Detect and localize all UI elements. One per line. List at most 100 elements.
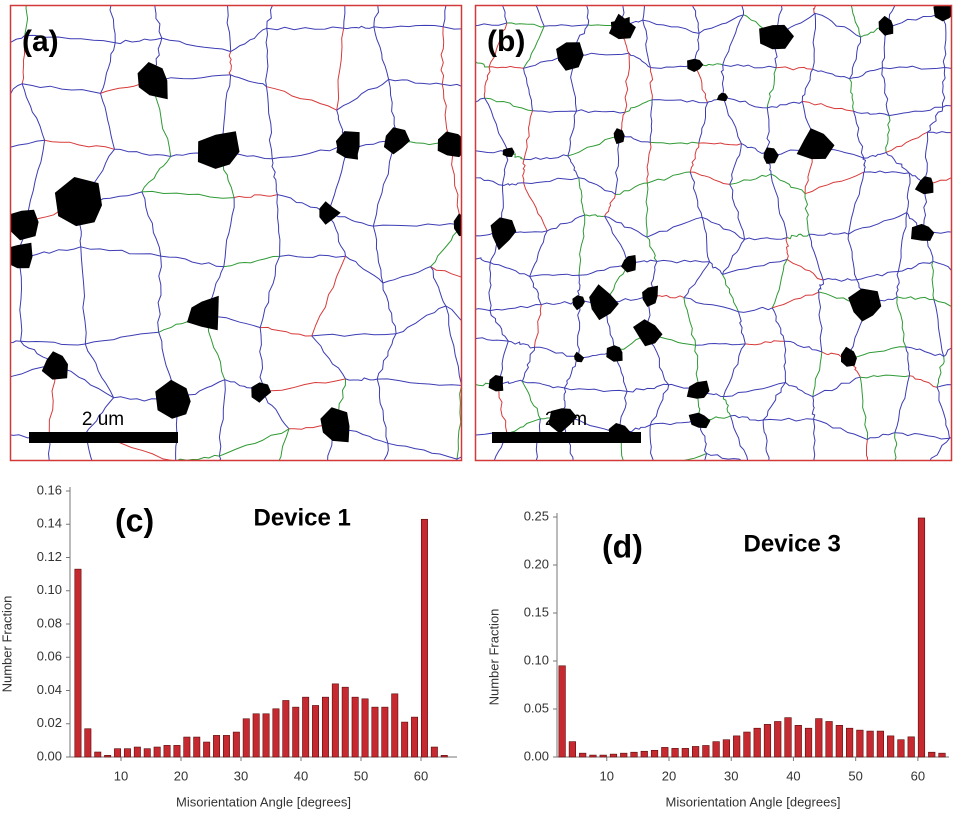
pore — [621, 255, 636, 273]
grain-boundary — [615, 183, 647, 194]
grain-boundary — [373, 226, 383, 283]
pore — [642, 286, 658, 307]
grain-boundary — [813, 377, 861, 397]
grain-boundary — [86, 433, 101, 499]
grain-boundary — [696, 65, 708, 103]
y-tick-label: 0.10 — [524, 652, 549, 667]
bar — [733, 736, 740, 757]
grain-boundary — [22, 84, 44, 140]
grain-boundary — [535, 480, 545, 511]
bar — [134, 747, 140, 757]
grain-boundary — [702, 217, 710, 261]
bar — [144, 749, 150, 757]
grain-boundary — [377, 379, 388, 443]
bar — [836, 725, 843, 757]
pore — [572, 295, 585, 310]
grain-boundary — [280, 255, 346, 257]
x-axis-label: Misorientation Angle [degrees] — [666, 794, 841, 809]
grain-boundary — [723, 97, 768, 108]
grain-boundary — [219, 429, 289, 456]
grain-boundary — [446, 306, 488, 342]
grain-boundary — [0, 36, 25, 48]
bar — [164, 745, 170, 757]
grain-boundary — [922, 438, 949, 471]
bar — [283, 700, 289, 757]
grain-boundary — [346, 256, 383, 283]
bar — [723, 740, 730, 757]
pore — [336, 131, 359, 158]
grain-boundary — [466, 58, 490, 67]
grain-boundary — [573, 464, 626, 476]
grain-boundary — [524, 178, 579, 184]
grain-boundary — [909, 376, 937, 387]
grain-boundary — [650, 100, 652, 143]
x-tick-label: 50 — [354, 768, 368, 783]
grain-boundary — [523, 159, 526, 183]
bar — [703, 745, 710, 757]
grain-boundary — [772, 292, 819, 308]
x-tick-label: 10 — [600, 768, 614, 783]
grain-boundary — [849, 212, 907, 234]
grain-boundary — [267, 87, 273, 159]
grain-boundary — [814, 0, 816, 13]
grain-boundary — [524, 183, 548, 231]
grain-boundary — [22, 84, 100, 94]
grain-boundary — [897, 465, 923, 472]
grain-boundary — [805, 194, 809, 235]
grain-boundary — [161, 256, 224, 267]
grain-boundary — [568, 136, 619, 156]
y-tick-label: 0.12 — [37, 549, 62, 564]
grain-boundary — [579, 215, 585, 275]
grain-boundary — [906, 347, 910, 376]
grain-boundary — [812, 397, 814, 420]
bar — [939, 753, 946, 757]
bar — [203, 742, 209, 757]
pore — [138, 62, 168, 99]
grain-boundary — [805, 172, 864, 194]
bar — [95, 752, 101, 757]
bar — [124, 749, 130, 757]
grain-boundary — [615, 136, 618, 195]
pore — [879, 16, 894, 36]
grain-boundary — [101, 493, 167, 499]
grain-boundary — [441, 27, 444, 84]
grain-boundary — [886, 116, 890, 153]
bar — [559, 666, 566, 757]
grain-boundary — [684, 298, 739, 312]
pore — [848, 289, 881, 322]
y-tick-label: 0.04 — [37, 682, 62, 697]
grain-boundary — [620, 503, 650, 508]
grain-boundary — [657, 260, 710, 263]
grain-boundary — [468, 173, 470, 236]
grain-boundary — [547, 215, 585, 231]
bar — [431, 747, 437, 757]
pore — [689, 413, 711, 429]
bar — [826, 721, 833, 757]
grain-boundary — [699, 15, 743, 34]
grain-boundary — [942, 68, 945, 108]
grain-boundary — [579, 178, 585, 215]
bar — [877, 731, 884, 757]
grain-boundary — [745, 238, 787, 240]
grain-boundary — [568, 156, 579, 178]
grain-boundary — [625, 53, 630, 112]
grain-boundary — [503, 183, 524, 186]
grain-boundary — [490, 305, 541, 311]
bar — [662, 747, 669, 757]
grain-boundary — [463, 98, 485, 109]
grain-boundary — [627, 384, 669, 392]
y-tick-label: 0.16 — [37, 482, 62, 497]
pore — [801, 465, 828, 490]
grain-boundary — [723, 97, 742, 144]
grain-boundary — [507, 419, 540, 434]
x-tick-label: 20 — [662, 768, 676, 783]
panel-frame — [476, 6, 952, 461]
bar — [312, 705, 318, 757]
grain-boundary — [166, 461, 175, 493]
grain-boundary — [564, 358, 578, 388]
bar — [253, 714, 259, 757]
bar — [342, 687, 348, 757]
grain-boundary — [922, 471, 948, 497]
bar — [273, 709, 279, 757]
